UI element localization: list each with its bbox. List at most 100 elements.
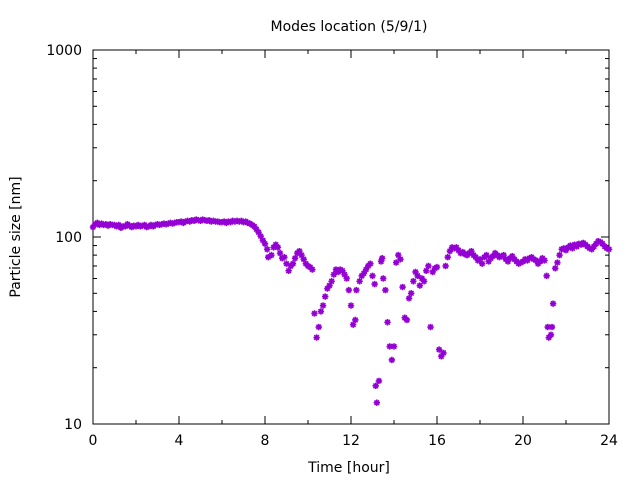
data-point — [435, 346, 443, 353]
data-point — [429, 268, 436, 276]
data-point — [455, 246, 462, 254]
data-point — [556, 251, 563, 259]
data-point — [353, 286, 360, 294]
data-point — [324, 285, 331, 292]
data-point — [425, 262, 432, 270]
data-point — [265, 253, 272, 261]
data-point — [358, 272, 365, 280]
data-point — [605, 246, 613, 253]
data-point — [386, 343, 393, 350]
data-point — [573, 243, 580, 250]
data-point — [414, 272, 421, 280]
data-point — [339, 267, 346, 274]
data-point — [330, 271, 337, 278]
x-tick-label: 16 — [428, 433, 446, 449]
data-point — [347, 302, 355, 309]
data-point — [115, 221, 122, 229]
data-point — [382, 286, 389, 294]
data-point — [296, 247, 303, 255]
data-point — [341, 271, 348, 278]
data-point — [599, 240, 606, 247]
data-point — [453, 244, 460, 251]
data-point — [276, 249, 284, 257]
data-point — [285, 267, 292, 274]
data-point — [433, 263, 441, 271]
data-point — [392, 259, 400, 266]
data-point — [291, 255, 299, 262]
data-point — [399, 283, 406, 291]
data-point — [423, 267, 430, 274]
data-point — [259, 237, 267, 244]
data-point — [595, 237, 602, 245]
x-tick-label: 24 — [600, 433, 618, 449]
x-axis-label: Time [hour] — [307, 460, 390, 476]
data-point — [451, 245, 458, 252]
data-point — [603, 245, 611, 252]
data-point — [309, 266, 316, 273]
data-point — [390, 343, 398, 350]
data-point — [500, 251, 507, 259]
data-point — [548, 323, 556, 331]
data-point — [367, 260, 374, 267]
axis-ticks: 0 4 8 12 16 20 24 10 100 1000 — [46, 43, 618, 449]
data-point — [369, 272, 376, 280]
data-point — [362, 266, 370, 273]
data-point — [543, 272, 550, 280]
data-point — [395, 251, 402, 259]
data-point — [489, 252, 497, 260]
data-point — [380, 275, 387, 282]
data-point — [485, 258, 492, 265]
plot-border — [92, 49, 610, 425]
data-point — [352, 316, 359, 324]
data-point — [590, 243, 598, 250]
data-point — [444, 253, 451, 261]
data-point — [588, 246, 595, 253]
data-point — [356, 278, 363, 285]
data-point — [251, 223, 258, 230]
x-tick-label: 12 — [342, 433, 360, 449]
data-point — [332, 266, 340, 273]
data-point — [575, 240, 583, 247]
data-point — [532, 257, 540, 264]
data-point — [509, 252, 516, 260]
data-point — [378, 255, 386, 262]
data-point — [547, 331, 555, 338]
data-point — [410, 278, 417, 285]
data-point — [388, 356, 396, 364]
data-point — [375, 377, 383, 385]
data-point — [549, 300, 557, 307]
data-point — [345, 286, 353, 294]
y-tick-label: 1000 — [46, 43, 82, 59]
y-tick-label: 100 — [55, 230, 82, 246]
x-tick-label: 8 — [261, 433, 270, 449]
data-point — [255, 229, 262, 236]
data-point — [298, 251, 305, 259]
data-point — [446, 247, 454, 255]
data-point — [412, 268, 419, 276]
data-point — [253, 226, 260, 233]
data-points — [89, 216, 613, 406]
data-point — [319, 302, 327, 309]
data-point — [317, 308, 325, 315]
data-point — [418, 275, 426, 282]
y-tick-label: 10 — [64, 417, 82, 433]
data-point — [552, 265, 559, 272]
data-point — [89, 223, 97, 231]
data-point — [537, 258, 544, 265]
data-point — [373, 399, 380, 406]
data-point — [272, 241, 279, 248]
data-point — [416, 282, 423, 289]
data-point — [343, 275, 350, 282]
data-point — [315, 323, 322, 331]
data-point — [427, 323, 434, 331]
data-point — [328, 278, 335, 285]
data-point — [483, 251, 490, 259]
data-point — [313, 334, 320, 341]
data-point — [567, 242, 574, 249]
data-point — [586, 245, 593, 252]
x-tick-label: 4 — [175, 433, 184, 449]
data-point — [257, 232, 264, 240]
data-point — [408, 290, 415, 297]
x-tick-label: 0 — [89, 433, 98, 449]
data-point — [504, 258, 512, 265]
